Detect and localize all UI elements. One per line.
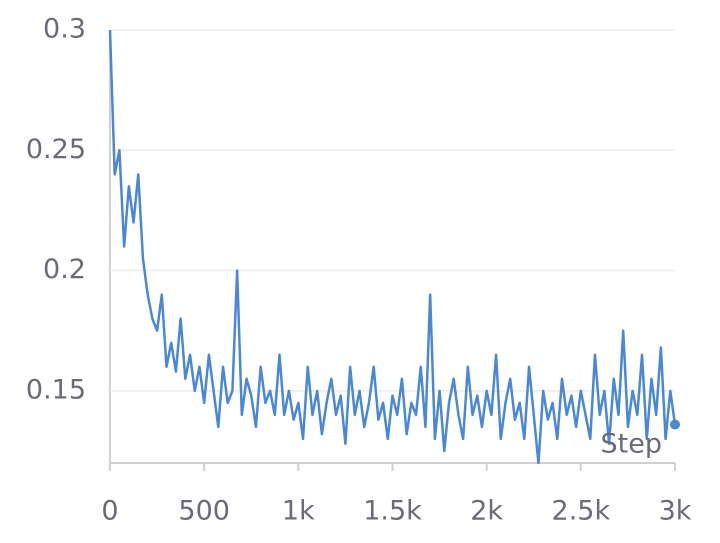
y-tick-label: 0.25 xyxy=(26,134,86,165)
x-tick-label: 0 xyxy=(101,496,118,527)
x-tick-label: 3k xyxy=(659,496,692,527)
x-tick-label: 500 xyxy=(178,496,230,527)
y-tick-label: 0.2 xyxy=(43,254,86,285)
x-tick-label: 2.5k xyxy=(552,496,611,527)
data-line xyxy=(108,29,677,465)
x-tick-label: 2k xyxy=(470,496,503,527)
x-tick-label: 1.5k xyxy=(363,496,422,527)
end-point xyxy=(670,419,680,430)
x-axis-label: Step xyxy=(601,429,662,460)
y-tick-label: 0.3 xyxy=(43,14,86,45)
x-tick-label: 1k xyxy=(282,496,315,527)
y-tick-label: 0.15 xyxy=(26,374,86,405)
